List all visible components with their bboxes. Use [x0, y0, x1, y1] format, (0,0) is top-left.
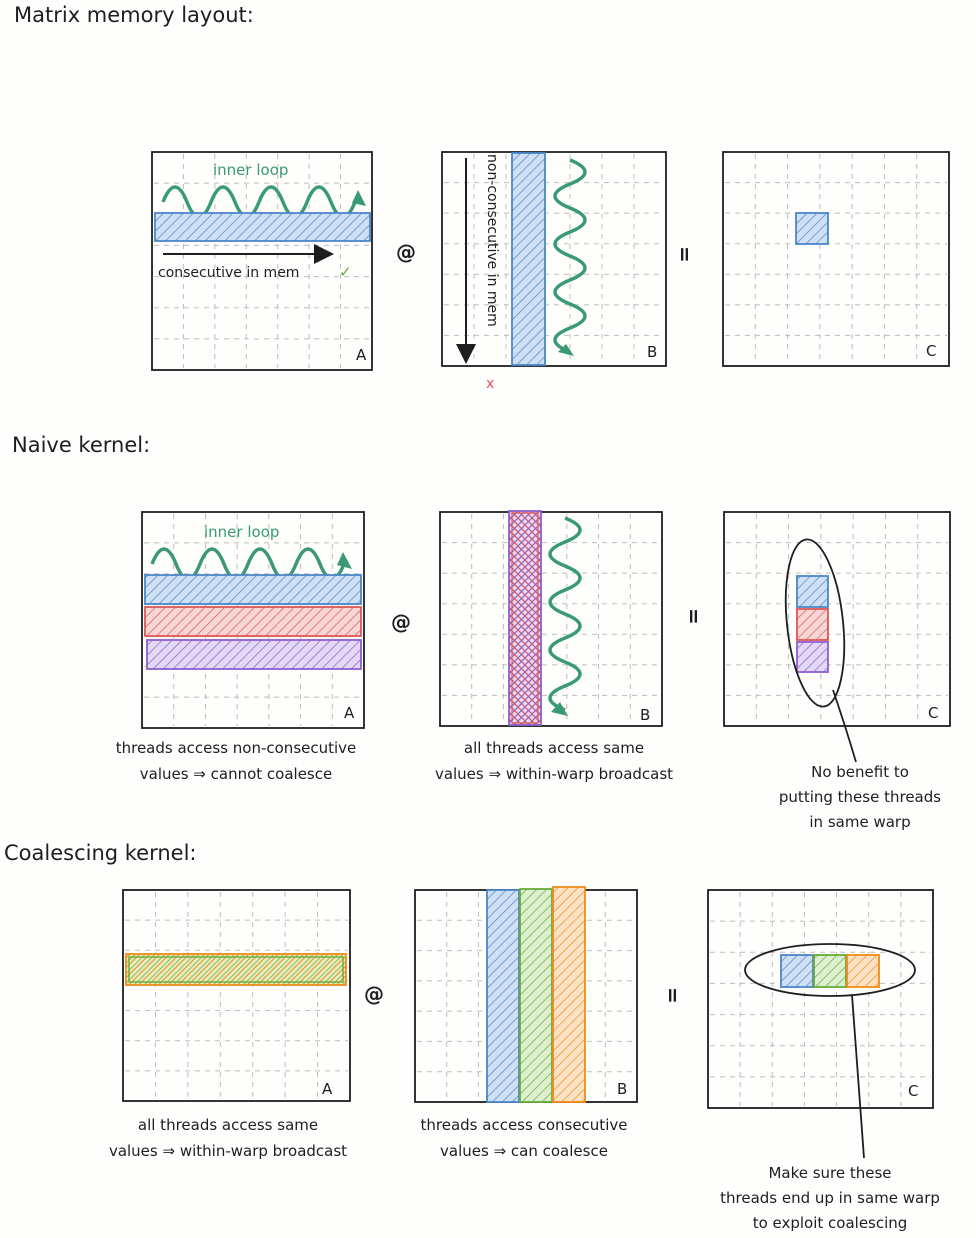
column-highlight-blue-coal — [486, 889, 520, 1103]
matrix-a-naive: inner loop A — [141, 511, 365, 729]
matrix-b-label-coalescing: B — [617, 1080, 627, 1098]
inner-loop-wave-vertical-icon-2 — [548, 516, 582, 712]
matmul-operator: @ — [396, 240, 416, 264]
matrix-a-label-naive: A — [344, 704, 355, 722]
caption-coal-a-line2: values ⇒ within-warp broadcast — [109, 1142, 347, 1160]
cross-mark-icon: x — [486, 376, 494, 392]
note-coal-c-line1: Make sure these — [768, 1164, 891, 1182]
output-cell-purple-naive — [796, 641, 829, 673]
caption-coal-a-line1: all threads access same — [138, 1116, 318, 1134]
matmul-operator-3: @ — [364, 982, 384, 1006]
matrix-c-naive: C — [723, 511, 951, 763]
equals-operator-2: = — [682, 608, 706, 625]
non-consecutive-label: non-consecutive in mem — [484, 154, 500, 327]
consecutive-label: consecutive in mem — [158, 265, 299, 281]
equals-operator-3: = — [661, 987, 685, 1004]
matmul-operator-2: @ — [391, 610, 411, 634]
matrix-a-label: A — [356, 346, 367, 364]
matrix-b-coalescing: B — [414, 886, 638, 1103]
column-highlight-orange-coal — [552, 886, 586, 1103]
output-cell-orange-coal — [846, 954, 880, 988]
section-title-memory-layout: Matrix memory layout: — [14, 3, 254, 27]
matrix-b-layout: non-consecutive in mem x B — [441, 151, 667, 392]
caption-naive-a-line1: threads access non-consecutive — [116, 739, 357, 757]
output-cell-blue-coal — [780, 954, 814, 988]
section-title-coalescing-kernel: Coalescing kernel: — [4, 841, 197, 865]
column-highlight-blue — [511, 152, 546, 366]
matrix-c-label-coalescing: C — [908, 1082, 918, 1100]
matrix-b-naive: B — [439, 510, 663, 727]
matrix-c-coalescing: C — [707, 889, 934, 1159]
matrix-c-label-naive: C — [928, 704, 938, 722]
output-cell-red-naive — [796, 608, 829, 641]
column-highlight-crosshatch — [508, 510, 542, 726]
caption-naive-a-line2: values ⇒ cannot coalesce — [140, 765, 332, 783]
equals-operator: = — [673, 246, 697, 263]
output-cell-green-coal — [813, 954, 847, 988]
note-coal-c-line2: threads end up in same warp — [720, 1189, 940, 1207]
check-mark-icon: ✓ — [339, 263, 352, 281]
warp-ellipse-coalescing — [744, 943, 916, 997]
note-naive-c-line2: putting these threads — [779, 788, 941, 806]
column-highlight-green-coal — [519, 888, 553, 1103]
matrix-b-label-naive: B — [640, 706, 650, 724]
row-highlight-blue-naive — [144, 574, 362, 605]
matrix-c-label: C — [926, 342, 936, 360]
caption-naive-b-line2: values ⇒ within-warp broadcast — [435, 765, 673, 783]
matrix-b-label: B — [647, 343, 657, 361]
note-naive-c-line1: No benefit to — [811, 763, 909, 781]
note-coal-c-line3: to exploit coalescing — [753, 1214, 908, 1232]
caption-coal-b-line1: threads access consecutive — [421, 1116, 628, 1134]
matrix-c-layout: C — [722, 151, 950, 367]
inner-loop-label-naive: inner loop — [204, 523, 279, 541]
matrix-a-label-coalescing: A — [322, 1080, 333, 1098]
row-highlight-purple-naive — [146, 639, 362, 670]
note-naive-c-line3: in same warp — [809, 813, 910, 831]
section-title-naive-kernel: Naive kernel: — [12, 433, 150, 457]
row-highlight-greenorange — [125, 953, 347, 986]
row-highlight-blue — [154, 212, 371, 242]
inner-loop-arrowhead-icon — [352, 190, 366, 206]
inner-loop-label-a: inner loop — [213, 161, 288, 179]
row-highlight-red-naive — [144, 606, 362, 637]
caption-coal-b-line2: values ⇒ can coalesce — [440, 1142, 608, 1160]
inner-loop-wave-vertical-icon — [553, 158, 587, 354]
warp-ellipse-naive — [784, 538, 846, 708]
output-cell-blue-naive — [796, 575, 829, 608]
matrix-a-coalescing: A — [122, 889, 351, 1102]
output-cell-blue — [795, 212, 829, 245]
matrix-a-layout: inner loop consecutive in mem ✓ A — [151, 151, 373, 371]
caption-naive-b-line1: all threads access same — [464, 739, 644, 757]
